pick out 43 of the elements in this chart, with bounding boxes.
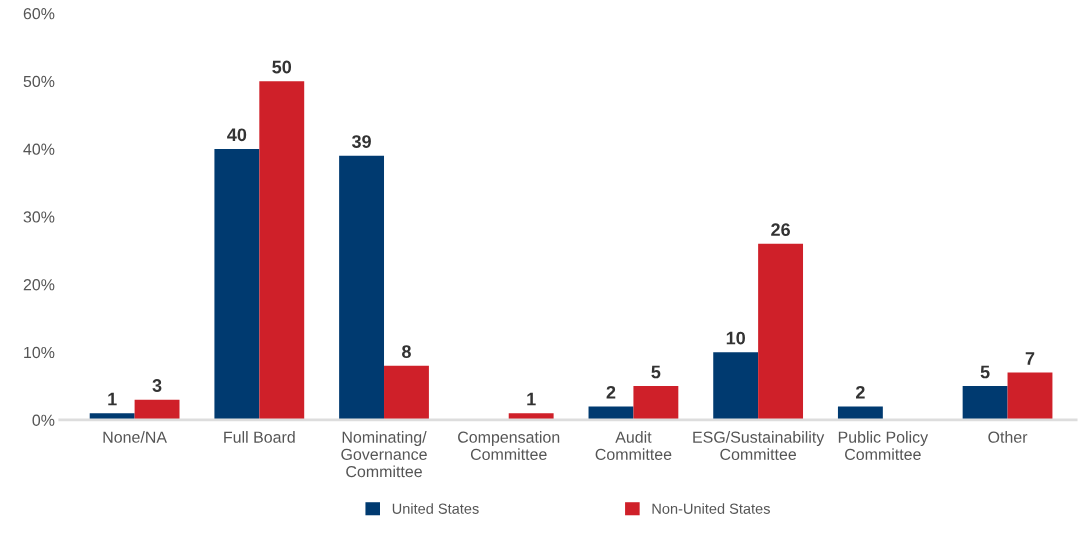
- x-tick-label: Nominating/ Governance Committee: [341, 431, 427, 478]
- bar: [962, 386, 1008, 420]
- data-label: 5: [651, 365, 661, 379]
- data-label: 3: [152, 379, 162, 392]
- y-tick-label: 60%: [23, 8, 55, 20]
- data-label: 8: [402, 345, 411, 359]
- bar: [214, 148, 260, 420]
- bar: [384, 365, 429, 420]
- bar: [588, 406, 634, 420]
- bar: [837, 406, 883, 420]
- x-tick-label: None/NA: [103, 431, 167, 443]
- y-tick-label: 40%: [23, 143, 55, 155]
- bar: [259, 81, 305, 420]
- data-label: 50: [272, 60, 292, 74]
- bar: [758, 243, 804, 420]
- x-tick-label: Public Policy Committee: [838, 431, 929, 461]
- data-label: 1: [108, 392, 117, 406]
- data-label: 26: [771, 223, 790, 237]
- data-label: 5: [980, 365, 990, 379]
- data-label: 2: [606, 385, 616, 399]
- bar: [633, 386, 679, 420]
- y-tick-label: 30%: [23, 211, 55, 223]
- data-label: 40: [227, 128, 247, 142]
- data-label: 10: [726, 331, 745, 345]
- x-tick-label: ESG/Sustainability Committee: [693, 431, 825, 461]
- data-label: 1: [527, 392, 536, 406]
- x-tick-label: Full Board: [224, 431, 295, 443]
- legend-label: United States: [392, 503, 479, 514]
- data-label: 7: [1025, 352, 1035, 365]
- y-tick-label: 0%: [32, 414, 55, 426]
- y-tick-label: 50%: [23, 75, 55, 88]
- y-tick-label: 20%: [23, 279, 55, 291]
- data-label: 2: [856, 385, 865, 399]
- bar: [339, 155, 385, 420]
- data-label: 39: [351, 135, 371, 148]
- bar: [134, 399, 180, 420]
- bar: [713, 352, 759, 420]
- x-tick-label: Other: [988, 431, 1028, 443]
- x-tick-label: Compensation Committee: [458, 431, 560, 461]
- legend-label: Non-United States: [652, 503, 770, 514]
- x-tick-label: Audit Committee: [595, 431, 672, 461]
- y-tick-label: 10%: [24, 346, 55, 359]
- bar: [1007, 372, 1053, 420]
